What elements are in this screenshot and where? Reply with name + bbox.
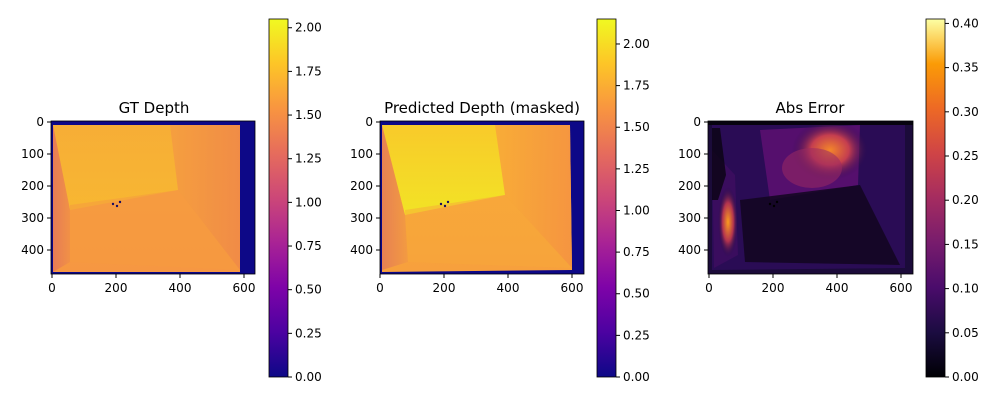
colorbar-tick-label: 0.00 xyxy=(295,370,322,384)
colorbar-tick-label: 2.00 xyxy=(623,37,650,51)
colorbar-tick-label: 0.35 xyxy=(952,61,979,75)
colorbar-tick-label: 0.00 xyxy=(623,370,650,384)
y-tick-label: 100 xyxy=(350,147,373,161)
x-tick-label: 200 xyxy=(105,281,128,295)
colorbar-tick-label: 1.75 xyxy=(623,79,650,93)
x-axis: 0 200 400 600 xyxy=(705,274,912,295)
colorbar-tick-label: 0.30 xyxy=(952,105,979,119)
colorbar: 0.00 0.25 0.50 0.75 1.00 1.25 1.50 1.75 2.00 xyxy=(596,18,650,384)
colorbar-tick-label: 0.00 xyxy=(952,370,979,384)
colorbar-tick-label: 0.75 xyxy=(295,239,322,253)
y-tick-label: 100 xyxy=(21,147,44,161)
x-axis: 0 200 400 600 xyxy=(376,274,583,295)
y-tick-label: 400 xyxy=(21,243,44,257)
colorbar: 0.00 0.25 0.50 0.75 1.00 1.25 1.50 1.75 2.00 xyxy=(268,18,322,384)
y-tick-label: 0 xyxy=(365,115,373,129)
colorbar-tick-label: 0.25 xyxy=(623,328,650,342)
y-axis: 0 100 200 300 400 xyxy=(350,115,380,257)
x-tick-label: 600 xyxy=(561,281,584,295)
y-tick-label: 300 xyxy=(21,211,44,225)
panel-predicted-depth: Predicted Depth (masked) 0 200 400 600 xyxy=(350,18,650,384)
x-tick-label: 0 xyxy=(376,281,384,295)
depth-image xyxy=(380,121,584,274)
colorbar-tick-label: 1.25 xyxy=(623,162,650,176)
x-tick-label: 600 xyxy=(890,281,913,295)
x-tick-label: 400 xyxy=(826,281,849,295)
y-tick-label: 400 xyxy=(678,243,701,257)
x-tick-label: 400 xyxy=(497,281,520,295)
panel-gt-depth: GT Depth 0 200 400 600 xyxy=(21,18,322,384)
x-tick-label: 400 xyxy=(169,281,192,295)
y-axis: 0 100 200 300 400 xyxy=(678,115,708,257)
y-axis: 0 100 200 300 400 xyxy=(21,115,51,257)
colorbar-tick-label: 0.10 xyxy=(952,282,979,296)
x-tick-label: 0 xyxy=(48,281,56,295)
panel-title: Predicted Depth (masked) xyxy=(384,99,580,117)
y-tick-label: 200 xyxy=(21,179,44,193)
y-tick-label: 200 xyxy=(678,179,701,193)
panel-title: GT Depth xyxy=(119,99,190,117)
colorbar-tick-label: 1.00 xyxy=(295,195,322,209)
error-image xyxy=(708,120,913,274)
colorbar-tick-label: 0.40 xyxy=(952,16,979,30)
x-tick-label: 0 xyxy=(705,281,713,295)
x-axis: 0 200 400 600 xyxy=(48,274,255,295)
colorbar-tick-label: 0.75 xyxy=(623,245,650,259)
colorbar-tick-label: 0.50 xyxy=(295,283,322,297)
colorbar-tick-label: 1.50 xyxy=(623,120,650,134)
colorbar-tick-label: 1.25 xyxy=(295,152,322,166)
x-tick-label: 200 xyxy=(762,281,785,295)
x-tick-label: 600 xyxy=(233,281,256,295)
colorbar-tick-label: 0.50 xyxy=(623,287,650,301)
colorbar-tick-label: 1.50 xyxy=(295,108,322,122)
colorbar-tick-label: 0.15 xyxy=(952,237,979,251)
colorbar-tick-label: 0.05 xyxy=(952,326,979,340)
colorbar: 0.00 0.05 0.10 0.15 0.20 0.25 0.30 0.35 0.40 xyxy=(925,16,979,384)
colorbar-tick-label: 2.00 xyxy=(295,21,322,35)
colorbar-tick-label: 0.25 xyxy=(295,326,322,340)
y-tick-label: 300 xyxy=(678,211,701,225)
y-tick-label: 300 xyxy=(350,211,373,225)
colorbar-tick-label: 1.00 xyxy=(623,203,650,217)
x-tick-label: 200 xyxy=(433,281,456,295)
y-tick-label: 200 xyxy=(350,179,373,193)
panel-title: Abs Error xyxy=(776,99,846,117)
colorbar-tick-label: 1.75 xyxy=(295,64,322,78)
colorbar-tick-label: 0.20 xyxy=(952,193,979,207)
y-tick-label: 400 xyxy=(350,243,373,257)
y-tick-label: 100 xyxy=(678,147,701,161)
depth-image xyxy=(51,121,255,274)
y-tick-label: 0 xyxy=(693,115,701,129)
colorbar-tick-label: 0.25 xyxy=(952,149,979,163)
y-tick-label: 0 xyxy=(36,115,44,129)
panel-abs-error: Abs Error 0 200 400 600 xyxy=(678,16,979,384)
